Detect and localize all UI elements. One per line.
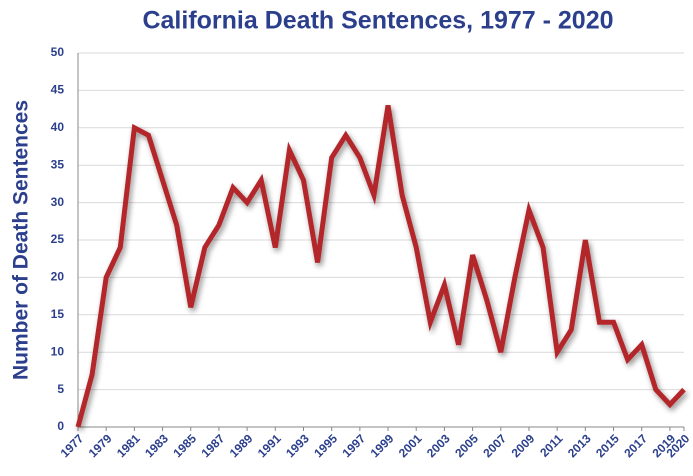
data-line [75,104,686,428]
x-tick-label: 1987 [199,431,228,460]
x-tick-label: 2015 [593,431,622,460]
y-tick-label: 45 [51,83,65,97]
x-tick-label: 1993 [283,431,312,460]
y-axis-label: Number of Death Sentences [10,100,33,380]
x-tick-label: 2009 [509,431,538,460]
y-tick-label: 0 [57,419,64,433]
y-tick-label: 30 [51,195,65,209]
chart-title: California Death Sentences, 1977 - 2020 [142,7,613,35]
y-tick-label: 40 [51,120,65,134]
x-tick-label: 1979 [86,431,115,460]
y-tick-label: 15 [51,307,65,321]
y-tick-label: 10 [51,344,65,358]
x-tick-label: 2005 [452,431,481,460]
x-tick-label: 1997 [339,431,368,460]
x-tick-label: 1991 [255,431,284,460]
y-tick-label: 5 [57,382,64,396]
x-tick-label: 1985 [170,431,199,460]
x-tick-label: 2007 [480,431,509,460]
y-tick-label: 35 [51,157,65,171]
x-tick-label: 1977 [58,431,87,460]
x-tick-label: 1981 [114,431,143,460]
x-tick-label: 2003 [424,431,453,460]
y-tick-label: 50 [51,45,65,59]
x-tick-label: 1995 [311,431,340,460]
x-tick-label: 2001 [396,431,425,460]
x-tick-label: 2011 [537,431,566,460]
y-tick-label: 20 [51,270,65,284]
x-tick-label: 1999 [368,431,397,460]
y-tick-label: 25 [51,232,65,246]
x-tick-label: 2013 [565,431,594,460]
x-tick-label: 1989 [227,431,256,460]
x-tick-label: 2017 [621,431,650,460]
x-tick-label: 1983 [142,431,171,460]
